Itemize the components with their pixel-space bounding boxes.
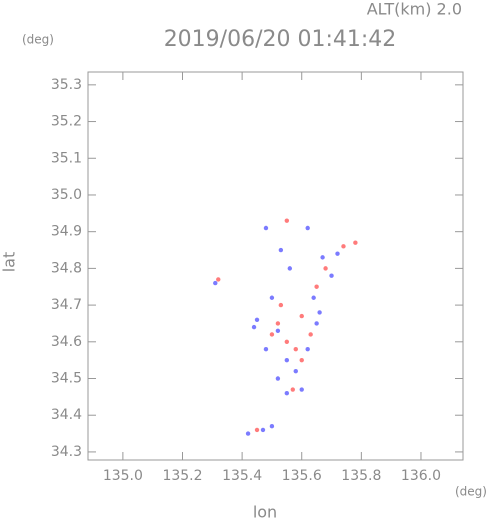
- echo-point: [305, 346, 310, 352]
- echo-point: [353, 240, 358, 245]
- x-axis-label: lon: [253, 503, 277, 521]
- echo-point: [284, 218, 290, 223]
- echo-point: [308, 332, 313, 337]
- echo-point: [263, 225, 269, 231]
- echo-point: [213, 280, 218, 286]
- x-tick-label: 135.4: [222, 468, 262, 484]
- altitude-label: ALT(km) 2.0: [367, 0, 462, 19]
- echo-point: [329, 273, 334, 278]
- y-axis-label: lat: [0, 252, 19, 273]
- echo-point: [290, 387, 295, 392]
- echo-point: [335, 251, 340, 256]
- y-tick-label: 34.9: [51, 224, 82, 240]
- echo-point: [293, 346, 298, 352]
- echo-point: [323, 266, 328, 271]
- echo-point: [269, 332, 275, 337]
- echo-point: [216, 277, 221, 282]
- y-tick-label: 35.0: [51, 187, 82, 203]
- x-tick-label: 136.0: [401, 468, 441, 484]
- x-tick-label: 135.2: [162, 468, 202, 484]
- y-tick-label: 35.3: [51, 77, 82, 93]
- echo-point: [314, 284, 319, 289]
- echo-point: [341, 244, 346, 249]
- echo-point: [284, 390, 290, 396]
- x-tick-label: 135.0: [103, 468, 143, 484]
- chart-title: 2019/06/20 01:41:42: [164, 27, 397, 52]
- echo-point: [275, 376, 281, 381]
- echo-point: [278, 302, 284, 308]
- y-tick-label: 34.3: [51, 444, 82, 460]
- echo-point: [275, 321, 281, 326]
- y-tick-label: 34.5: [51, 371, 82, 387]
- echo-point: [284, 339, 290, 345]
- y-tick-label: 34.8: [51, 260, 82, 276]
- echo-point: [254, 317, 260, 322]
- echo-point: [299, 313, 304, 319]
- echo-point: [251, 324, 257, 330]
- echo-point: [299, 387, 304, 392]
- echo-point: [314, 321, 319, 326]
- echo-point: [263, 346, 269, 352]
- echo-point: [275, 328, 281, 333]
- plot-frame: [87, 71, 464, 461]
- echo-point: [245, 431, 251, 436]
- echo-point: [278, 247, 284, 253]
- y-tick-label: 34.4: [51, 407, 82, 423]
- echo-point: [293, 368, 298, 374]
- x-tick-label: 135.6: [282, 468, 322, 484]
- echo-point: [299, 357, 304, 363]
- echo-point: [254, 427, 260, 433]
- y-tick-label: 34.7: [51, 297, 82, 313]
- x-unit: (deg): [455, 485, 487, 499]
- echo-point: [260, 427, 266, 433]
- y-tick-label: 34.6: [51, 334, 82, 350]
- y-tick-label: 35.2: [51, 114, 82, 130]
- echo-point: [320, 255, 325, 260]
- echo-point: [269, 295, 275, 300]
- echo-point: [317, 310, 322, 315]
- echo-point: [305, 225, 310, 231]
- echo-point: [284, 357, 290, 363]
- y-tick-label: 35.1: [51, 150, 82, 166]
- y-unit: (deg): [22, 33, 54, 47]
- echo-point: [287, 266, 293, 271]
- echo-point: [269, 424, 275, 429]
- x-tick-label: 135.8: [341, 468, 381, 484]
- echo-point: [311, 295, 316, 300]
